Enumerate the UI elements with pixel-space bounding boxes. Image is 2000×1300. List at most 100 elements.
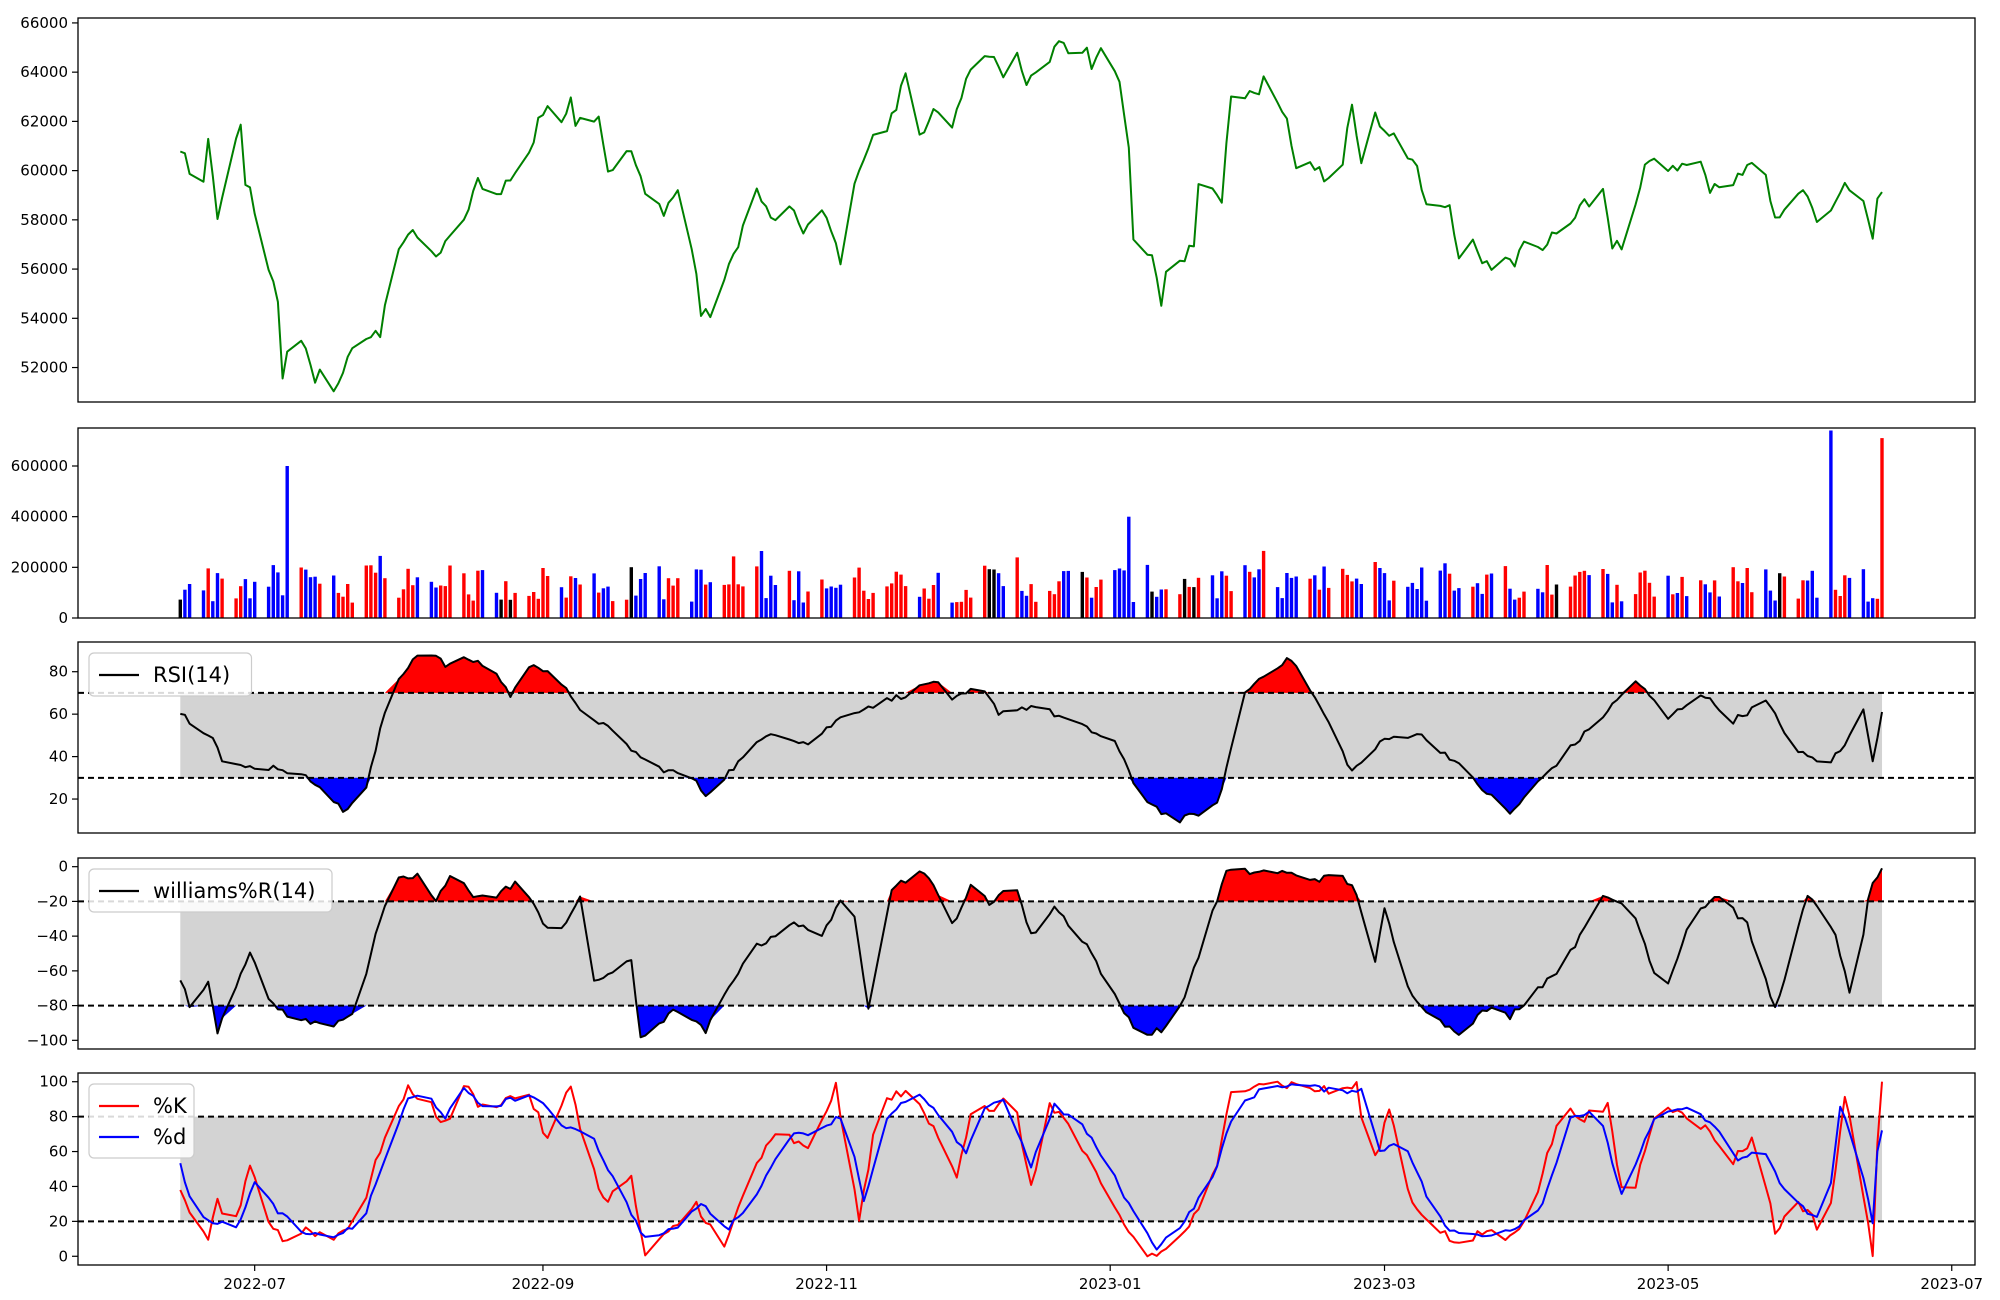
volume-bar	[1619, 601, 1624, 618]
volume-bar	[592, 573, 596, 618]
volume-bar	[569, 576, 573, 618]
williams-ytick-label: −40	[36, 927, 68, 945]
volume-bar	[857, 567, 861, 618]
volume-bar	[1294, 576, 1298, 618]
volume-bar	[955, 602, 959, 618]
volume-bar	[829, 586, 833, 618]
volume-bar	[1587, 575, 1591, 618]
volume-bar	[1875, 598, 1880, 618]
volume-bar	[824, 588, 829, 618]
volume-bar	[1317, 589, 1322, 618]
volume-bar	[513, 592, 517, 618]
volume-bar	[280, 595, 285, 618]
volume-bar	[578, 584, 582, 618]
volume-bar	[1354, 578, 1359, 618]
volume-bar	[624, 599, 629, 618]
williams-legend-label: williams%R(14)	[153, 879, 315, 903]
volume-bar	[1015, 557, 1019, 618]
volume-bar	[1089, 597, 1094, 618]
volume-bar	[1410, 582, 1415, 618]
price-ytick-label: 58000	[20, 211, 68, 229]
volume-bar	[1764, 569, 1768, 618]
volume-bar	[215, 573, 220, 618]
x-tick-label: 2022-11	[795, 1275, 858, 1293]
volume-bar	[922, 588, 926, 618]
volume-bar	[239, 586, 243, 618]
volume-bar	[1717, 596, 1721, 618]
volume-bar	[1080, 571, 1084, 618]
volume-bar	[1327, 587, 1331, 618]
volume-bar	[871, 592, 875, 618]
volume-bar	[1810, 570, 1814, 618]
williams-oversold-area	[180, 1005, 1882, 1038]
volume-bar	[1220, 571, 1224, 618]
volume-bar	[1210, 575, 1215, 618]
volume-bar	[894, 571, 898, 618]
volume-bar	[834, 587, 838, 618]
volume-bar	[308, 577, 313, 618]
volume-bar	[1229, 591, 1233, 618]
price-ytick-label: 64000	[20, 63, 68, 81]
volume-bar	[1671, 594, 1675, 618]
volume-bar	[736, 584, 740, 618]
volume-bar	[1871, 598, 1875, 618]
volume-bar	[1666, 575, 1670, 618]
volume-bar	[1736, 581, 1740, 618]
volume-bar	[741, 586, 745, 618]
volume-bar	[243, 579, 248, 618]
volume-bar	[731, 556, 736, 618]
rsi-ytick-label: 80	[49, 663, 68, 681]
volume-bar	[504, 581, 508, 618]
volume-bar	[341, 596, 345, 618]
volume-bar	[1457, 588, 1461, 618]
volume-bar	[248, 598, 252, 618]
volume-bar	[987, 569, 991, 618]
volume-bar	[792, 600, 796, 618]
volume-bar	[1773, 600, 1777, 618]
volume-bar	[890, 583, 894, 618]
x-tick-label: 2022-07	[223, 1275, 286, 1293]
volume-bar	[471, 600, 475, 618]
volume-bar	[443, 586, 447, 618]
volume-bar	[1350, 581, 1354, 618]
volume-bar	[1178, 594, 1182, 618]
volume-bar	[1280, 598, 1284, 618]
volume-bar	[666, 578, 671, 618]
volume-bar	[336, 592, 341, 618]
price-ytick-label: 62000	[20, 112, 68, 130]
volume-bar	[304, 569, 308, 618]
volume-bar	[383, 578, 387, 618]
volume-bar	[1805, 580, 1810, 618]
volume-bar	[183, 589, 187, 618]
volume-bar	[1829, 430, 1833, 618]
volume-bar	[1001, 586, 1005, 618]
volume-bar	[1308, 578, 1312, 618]
volume-bar	[1034, 601, 1038, 618]
price-ytick-label: 54000	[20, 309, 68, 327]
volume-bar	[527, 595, 531, 618]
volume-bar	[606, 586, 610, 618]
volume-bar	[838, 584, 843, 618]
volume-bar	[253, 581, 257, 618]
volume-bar	[499, 599, 503, 618]
volume-bar	[406, 568, 410, 618]
stochastic-ytick-label: 20	[49, 1212, 68, 1230]
williams-frame	[77, 857, 1976, 1050]
volume-bar	[1345, 574, 1349, 618]
volume-bar	[964, 589, 968, 618]
volume-bar	[1485, 574, 1489, 618]
x-tick-label: 2022-09	[512, 1275, 575, 1293]
volume-ytick-label: 400000	[11, 508, 68, 526]
price-line	[179, 40, 1883, 393]
volume-bar	[1029, 584, 1033, 618]
volume-bar	[1550, 594, 1554, 618]
williams-ytick-label: −20	[36, 892, 68, 910]
volume-bar	[1545, 565, 1549, 618]
volume-bar	[885, 586, 889, 618]
volume-frame	[77, 427, 1976, 619]
volume-bar	[1471, 586, 1475, 618]
x-tick-label: 2023-05	[1637, 1275, 1700, 1293]
lines-layer	[78, 40, 1975, 1258]
williams-line	[179, 867, 1883, 1039]
